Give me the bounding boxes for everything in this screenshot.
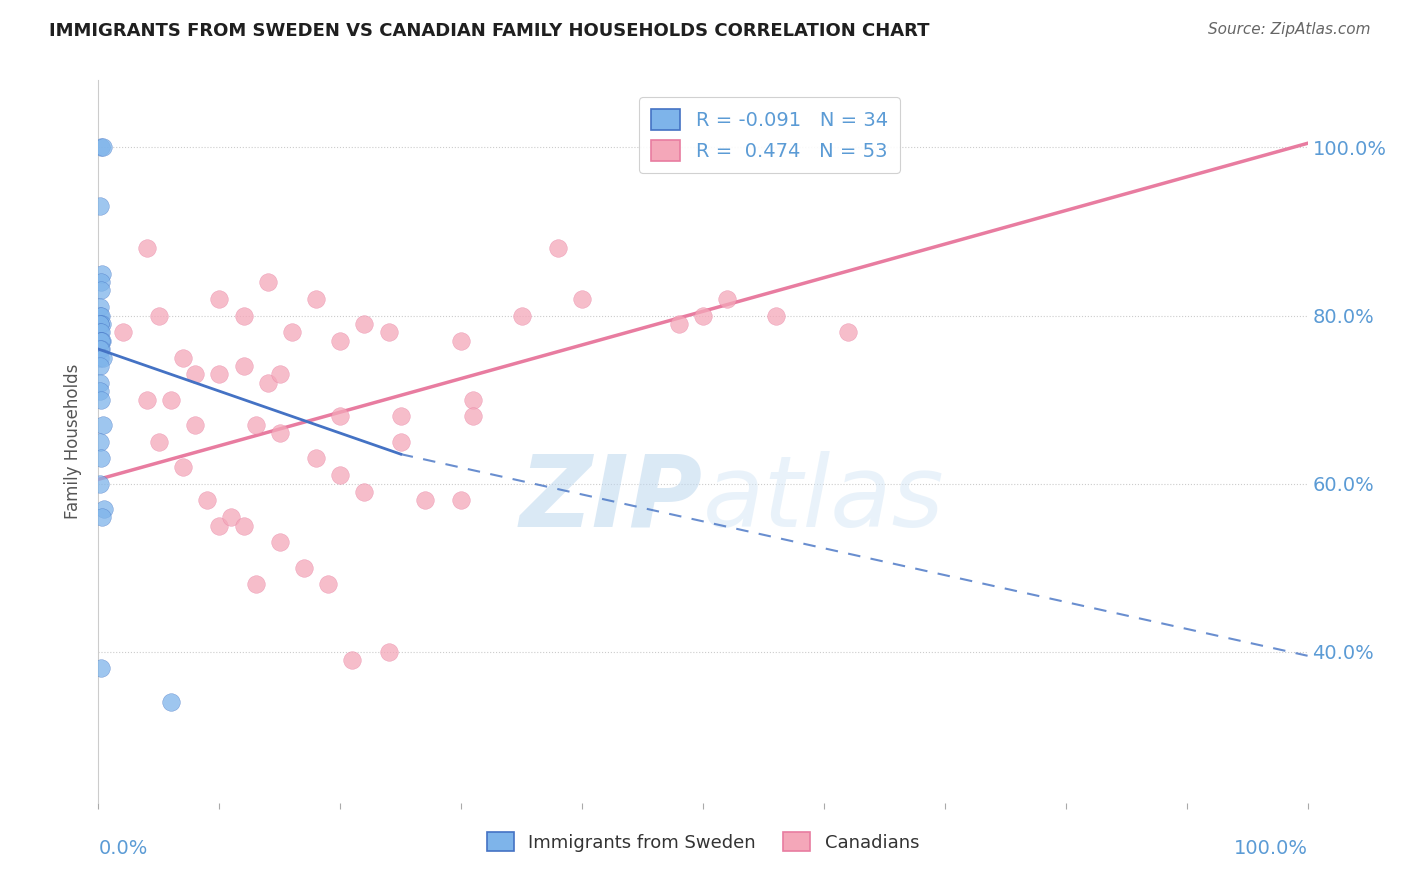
Point <box>668 317 690 331</box>
Point <box>389 434 412 449</box>
Point <box>89 309 111 323</box>
Point <box>256 376 278 390</box>
Point <box>547 241 569 255</box>
Point <box>305 451 328 466</box>
Point <box>89 317 111 331</box>
Point <box>232 309 254 323</box>
Point <box>329 409 352 424</box>
Point <box>208 368 231 382</box>
Point <box>377 326 399 340</box>
Point <box>90 334 112 348</box>
Point <box>91 417 114 432</box>
Text: atlas: atlas <box>703 450 945 548</box>
Point <box>89 326 111 340</box>
Point <box>91 351 114 365</box>
Point <box>195 493 218 508</box>
Point <box>510 309 533 323</box>
Point <box>135 392 157 407</box>
Point <box>93 501 115 516</box>
Point <box>342 653 364 667</box>
Point <box>450 493 472 508</box>
Point <box>765 309 787 323</box>
Y-axis label: Family Households: Family Households <box>65 364 83 519</box>
Point <box>172 459 194 474</box>
Point <box>89 199 111 213</box>
Point <box>463 409 485 424</box>
Point <box>281 326 304 340</box>
Point <box>353 317 375 331</box>
Point <box>91 140 114 154</box>
Point <box>329 468 352 483</box>
Point <box>90 342 112 356</box>
Point <box>232 359 254 373</box>
Point <box>184 417 207 432</box>
Point <box>89 300 111 314</box>
Point <box>160 695 183 709</box>
Point <box>89 359 111 373</box>
Point <box>90 661 112 675</box>
Text: IMMIGRANTS FROM SWEDEN VS CANADIAN FAMILY HOUSEHOLDS CORRELATION CHART: IMMIGRANTS FROM SWEDEN VS CANADIAN FAMIL… <box>49 22 929 40</box>
Point <box>90 283 112 297</box>
Point <box>463 392 485 407</box>
Point <box>329 334 352 348</box>
Text: 100.0%: 100.0% <box>1233 838 1308 858</box>
Point <box>256 275 278 289</box>
Point <box>89 351 111 365</box>
Point <box>692 309 714 323</box>
Text: ZIP: ZIP <box>520 450 703 548</box>
Point <box>91 334 114 348</box>
Point <box>305 292 328 306</box>
Point <box>89 434 111 449</box>
Point <box>135 241 157 255</box>
Point <box>208 292 231 306</box>
Point <box>89 334 111 348</box>
Point <box>90 140 112 154</box>
Point <box>413 493 436 508</box>
Point <box>716 292 738 306</box>
Point <box>837 326 859 340</box>
Point <box>269 426 291 441</box>
Point <box>111 326 134 340</box>
Point <box>91 510 114 524</box>
Point <box>89 317 111 331</box>
Point <box>90 451 112 466</box>
Point <box>160 392 183 407</box>
Point <box>90 326 112 340</box>
Point <box>172 351 194 365</box>
Point <box>353 485 375 500</box>
Point <box>377 644 399 658</box>
Point <box>221 510 243 524</box>
Point <box>148 309 170 323</box>
Point <box>148 434 170 449</box>
Point <box>90 334 112 348</box>
Point <box>269 535 291 549</box>
Point <box>245 577 267 591</box>
Point <box>91 267 114 281</box>
Point <box>389 409 412 424</box>
Point <box>316 577 339 591</box>
Point <box>184 368 207 382</box>
Point <box>245 417 267 432</box>
Point <box>90 275 112 289</box>
Point <box>292 560 315 574</box>
Point <box>269 368 291 382</box>
Point <box>450 334 472 348</box>
Point <box>208 518 231 533</box>
Point <box>571 292 593 306</box>
Point <box>90 309 112 323</box>
Point <box>232 518 254 533</box>
Point <box>89 342 111 356</box>
Legend: Immigrants from Sweden, Canadians: Immigrants from Sweden, Canadians <box>479 824 927 859</box>
Point <box>91 317 114 331</box>
Text: Source: ZipAtlas.com: Source: ZipAtlas.com <box>1208 22 1371 37</box>
Text: 0.0%: 0.0% <box>98 838 148 858</box>
Point <box>90 392 112 407</box>
Point <box>89 384 111 398</box>
Point <box>89 376 111 390</box>
Point <box>89 476 111 491</box>
